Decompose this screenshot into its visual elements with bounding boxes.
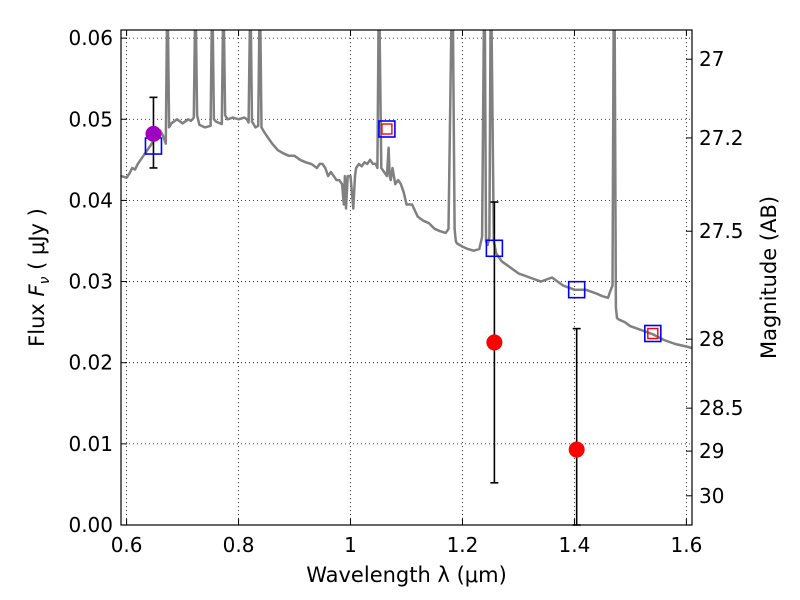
y-tick-label: 0.04: [68, 188, 113, 212]
y2-tick-label: 28.5: [699, 396, 744, 420]
y-tick-label: 0.01: [68, 432, 113, 456]
y-tick-label: 0.05: [68, 107, 113, 131]
y2-tick-label: 27.5: [699, 219, 744, 243]
plot-frame: [120, 29, 693, 526]
y-axis-label-sub: ν: [37, 276, 53, 284]
y-tick-label: 0.03: [68, 270, 113, 294]
x-axis-label: Wavelength λ (μm): [306, 563, 507, 587]
bandpass-square-marker: [644, 324, 662, 343]
x-tick-label: 1.2: [447, 533, 479, 557]
y-axis-label-pre: Flux: [25, 297, 49, 347]
y-tick-label: 0.06: [68, 26, 113, 50]
y2-axis-label: Magnitude (AB): [757, 196, 781, 359]
y-axis-ticks: 0.00 0.01 0.02 0.03 0.04 0.05 0.06: [68, 26, 127, 537]
x-tick-label: 1: [344, 533, 357, 557]
grid-lines: [121, 30, 692, 525]
inner-square-marker: [647, 327, 659, 340]
observed-point-marker: [145, 125, 162, 142]
bandpass-square-marker: [485, 239, 504, 258]
bandpass-square-marker: [378, 120, 396, 138]
y-tick-label: 0.02: [68, 351, 113, 375]
bandpass-square-marker: [567, 280, 586, 299]
y2-tick-label: 27.2: [699, 126, 744, 150]
x-axis-ticks: 0.6 0.8 1 1.2 1.4 1.6: [111, 30, 702, 557]
spectrum-line: [121, 30, 692, 350]
observed-point-marker: [486, 334, 503, 351]
y-axis-label: Flux Fν ( μJy ): [25, 208, 53, 347]
y2-tick-label: 30: [699, 484, 724, 508]
y2-axis-ticks: 27 27.2 27.5 28 28.5 29 30: [686, 47, 744, 508]
x-tick-label: 0.6: [111, 533, 143, 557]
y-tick-label: 0.00: [68, 513, 113, 537]
y2-tick-label: 28: [699, 327, 724, 351]
model-spectrum: [121, 30, 692, 350]
x-tick-label: 1.6: [670, 533, 702, 557]
data-markers: [144, 120, 662, 458]
x-tick-label: 1.4: [559, 533, 591, 557]
y2-tick-label: 27: [699, 47, 724, 71]
y2-tick-label: 29: [699, 439, 724, 463]
y-axis-label-var: F: [25, 284, 49, 297]
y-axis-label-post: ( μJy ): [25, 208, 49, 276]
observed-point-marker: [568, 441, 585, 458]
x-tick-label: 0.8: [223, 533, 255, 557]
inner-square-marker: [381, 123, 393, 135]
